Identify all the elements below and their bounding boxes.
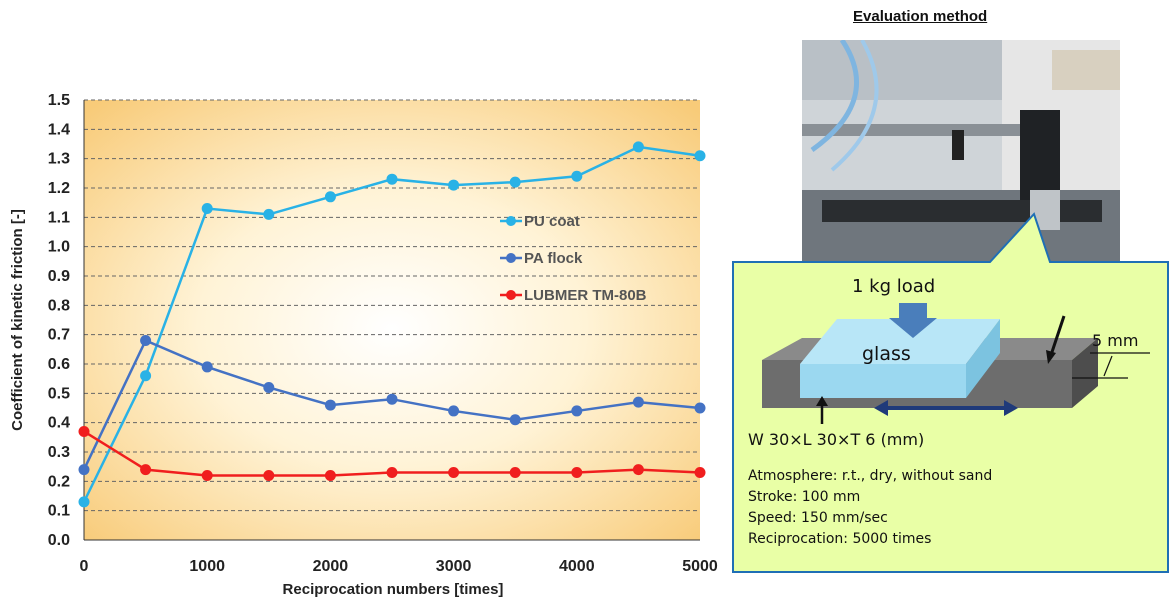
thickness-pointer-head xyxy=(1046,350,1056,364)
y-tick-label: 0.1 xyxy=(48,503,70,520)
legend-label: PA flock xyxy=(524,250,583,267)
stroke-arrow-right-head xyxy=(1004,400,1018,416)
x-axis-title: Reciprocation numbers [times] xyxy=(283,581,504,598)
stroke-arrow-left-head xyxy=(874,400,888,416)
data-point xyxy=(386,393,398,405)
thickness-label: 5 mm xyxy=(1092,331,1138,350)
data-point xyxy=(78,496,90,508)
data-point xyxy=(324,191,336,203)
data-point xyxy=(78,464,90,476)
grid-lines xyxy=(84,99,700,512)
y-tick-label: 0.7 xyxy=(48,327,70,344)
y-tick-label: 0.6 xyxy=(48,356,70,373)
data-point xyxy=(324,469,336,481)
condition-reciprocation: Reciprocation: 5000 times xyxy=(748,531,932,547)
sample-dimensions: W 30×L 30×T 6 (mm) xyxy=(748,430,925,449)
data-point xyxy=(386,467,398,479)
x-tick-label: 0 xyxy=(80,558,89,575)
y-tick-label: 1.5 xyxy=(48,92,70,109)
legend-label: PU coat xyxy=(524,213,580,230)
y-axis-title: Coefficient of kinetic friction [-] xyxy=(9,209,26,431)
data-point xyxy=(140,370,152,382)
legend-label: LUBMER TM-80B xyxy=(524,287,647,304)
y-tick-label: 1.3 xyxy=(48,151,70,168)
y-tick-label: 1.1 xyxy=(48,209,70,226)
dimension-arrow xyxy=(1103,355,1113,377)
y-tick-label: 0.2 xyxy=(48,473,70,490)
y-tick-label: 0.0 xyxy=(48,532,70,549)
x-tick-label: 5000 xyxy=(682,558,718,575)
glass-front xyxy=(800,364,966,398)
data-point xyxy=(632,464,644,476)
y-tick-label: 0.4 xyxy=(48,415,70,432)
substrate-pointer-head xyxy=(816,396,828,406)
data-point xyxy=(694,467,706,479)
data-point xyxy=(571,405,583,417)
x-tick-label: 2000 xyxy=(313,558,349,575)
method-title: Evaluation method xyxy=(853,8,988,25)
load-label: 1 kg load xyxy=(852,276,935,297)
data-point xyxy=(571,467,583,479)
data-point xyxy=(632,396,644,408)
x-tick-labels: 0 1000 2000 3000 4000 5000 xyxy=(80,558,718,575)
data-point xyxy=(263,469,275,481)
x-tick-label: 4000 xyxy=(559,558,595,575)
data-point xyxy=(324,399,336,411)
x-tick-label: 3000 xyxy=(436,558,472,575)
data-point xyxy=(140,464,152,476)
data-point xyxy=(632,141,644,153)
data-point xyxy=(509,176,521,188)
data-point xyxy=(78,425,90,437)
y-tick-label: 0.5 xyxy=(48,385,70,402)
load-arrow xyxy=(889,303,937,338)
data-point xyxy=(509,414,521,426)
data-point xyxy=(201,469,213,481)
plot-area xyxy=(84,100,700,540)
data-point xyxy=(509,467,521,479)
data-point xyxy=(263,208,275,220)
glass-top xyxy=(800,319,1000,364)
data-point xyxy=(201,203,213,215)
data-point xyxy=(140,335,152,347)
legend-swatch-marker xyxy=(506,290,516,300)
x-tick-label: 1000 xyxy=(189,558,225,575)
y-tick-label: 1.0 xyxy=(48,239,70,256)
y-tick-labels: 0.0 0.1 0.2 0.3 0.4 0.5 0.6 0.7 0.8 0.9 1.0 1.1 1.2 1… xyxy=(48,92,70,549)
thickness-pointer xyxy=(1048,315,1066,359)
legend-swatch-marker xyxy=(506,253,516,263)
series-group xyxy=(78,141,706,508)
y-tick-label: 0.9 xyxy=(48,268,70,285)
data-point xyxy=(448,405,460,417)
legend-swatch-marker xyxy=(506,216,516,226)
condition-atmosphere: Atmosphere: r.t., dry, without sand xyxy=(748,468,993,484)
glass-label: glass xyxy=(862,343,911,365)
substrate-side xyxy=(1072,338,1098,408)
y-tick-label: 0.8 xyxy=(48,297,70,314)
data-point xyxy=(386,173,398,185)
y-tick-label: 1.4 xyxy=(48,121,70,138)
data-point xyxy=(448,179,460,191)
y-tick-label: 1.2 xyxy=(48,180,70,197)
y-tick-label: 0.3 xyxy=(48,444,70,461)
data-point xyxy=(694,402,706,414)
data-point xyxy=(448,467,460,479)
condition-speed: Speed: 150 mm/sec xyxy=(748,510,888,526)
data-point xyxy=(201,361,213,373)
data-point xyxy=(694,150,706,162)
condition-stroke: Stroke: 100 mm xyxy=(748,489,861,505)
glass-side xyxy=(966,319,1000,398)
legend: PU coat PA flock LUBMER TM-80B xyxy=(500,213,647,304)
data-point xyxy=(571,170,583,182)
data-point xyxy=(263,381,275,393)
test-conditions: Atmosphere: r.t., dry, without sand Stro… xyxy=(748,466,992,550)
